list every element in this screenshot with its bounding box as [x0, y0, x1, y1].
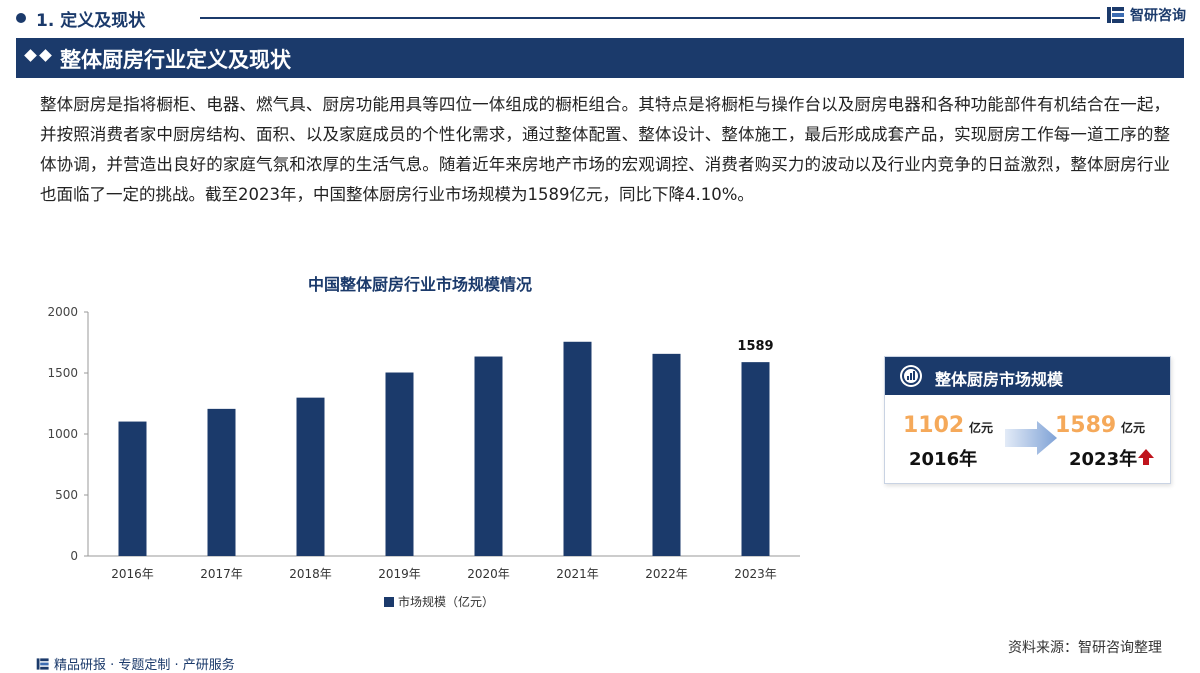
- x-tick-label: 2016年: [111, 567, 154, 581]
- right-arrow-icon: [1005, 421, 1057, 455]
- legend-label: 市场规模（亿元）: [398, 594, 494, 609]
- section-dot-icon: [16, 13, 26, 23]
- brand-logo-icon: [1107, 7, 1124, 23]
- bar: [563, 341, 592, 556]
- title-band: 整体厨房行业定义及现状: [16, 38, 1184, 78]
- footer-tagline-text: 精品研报 · 专题定制 · 产研服务: [54, 658, 235, 673]
- brand-name: 智研咨询: [1130, 8, 1186, 24]
- bar: [741, 362, 770, 556]
- top-bar: 1. 定义及现状 智研咨询: [0, 0, 1200, 36]
- start-unit: 亿元: [969, 421, 994, 435]
- bar: [207, 408, 236, 556]
- bar: [296, 397, 325, 556]
- bar: [652, 353, 681, 556]
- y-tick-label: 2000: [47, 305, 78, 319]
- intro-paragraph: 整体厨房是指将橱柜、电器、燃气具、厨房功能用具等四位一体组成的橱柜组合。其特点是…: [40, 95, 1170, 204]
- data-label: 1589: [737, 339, 773, 354]
- bar: [118, 421, 147, 556]
- y-tick-label: 0: [70, 549, 78, 563]
- x-tick-label: 2018年: [289, 567, 332, 581]
- bar: [385, 372, 414, 556]
- card-header: 整体厨房市场规模: [885, 357, 1170, 395]
- end-value: 1589: [1055, 413, 1117, 438]
- x-tick-label: 2021年: [556, 567, 599, 581]
- legend-swatch: [384, 597, 394, 607]
- card-title: 整体厨房市场规模: [935, 370, 1064, 389]
- bar: [474, 356, 503, 556]
- divider: [200, 17, 1100, 19]
- chart-badge-icon: [900, 365, 922, 387]
- x-tick-label: 2019年: [378, 567, 421, 581]
- end-unit: 亿元: [1121, 421, 1146, 435]
- up-arrow-icon: [1138, 449, 1154, 465]
- brand-logo: 智研咨询: [1106, 5, 1186, 25]
- y-tick-label: 500: [55, 488, 78, 502]
- x-tick-label: 2020年: [467, 567, 510, 581]
- footer-tagline: 精品研报 · 专题定制 · 产研服务: [36, 654, 235, 673]
- diamond-icon: [24, 49, 54, 62]
- page-title: 整体厨房行业定义及现状: [60, 48, 291, 72]
- y-tick-label: 1500: [47, 366, 78, 380]
- source-note: 资料来源：智研咨询整理: [1008, 640, 1162, 656]
- section-label: 1. 定义及现状: [36, 11, 146, 31]
- start-year: 2016年: [909, 449, 978, 470]
- y-tick-label: 1000: [47, 427, 78, 441]
- chart-title: 中国整体厨房行业市场规模情况: [307, 275, 532, 294]
- bar-chart: 0 500 1000 1500 2000 2016年 2017年 2018年 2019年 2020…: [47, 305, 800, 609]
- brand-logo-small-icon: [36, 657, 49, 670]
- x-tick-label: 2017年: [200, 567, 243, 581]
- start-value: 1102: [903, 413, 965, 438]
- end-year: 2023年: [1069, 449, 1138, 470]
- market-size-card: 整体厨房市场规模 1102 亿元 2016年 1589 亿元 2023年: [884, 356, 1171, 484]
- x-tick-label: 2022年: [645, 567, 688, 581]
- x-tick-label: 2023年: [734, 567, 777, 581]
